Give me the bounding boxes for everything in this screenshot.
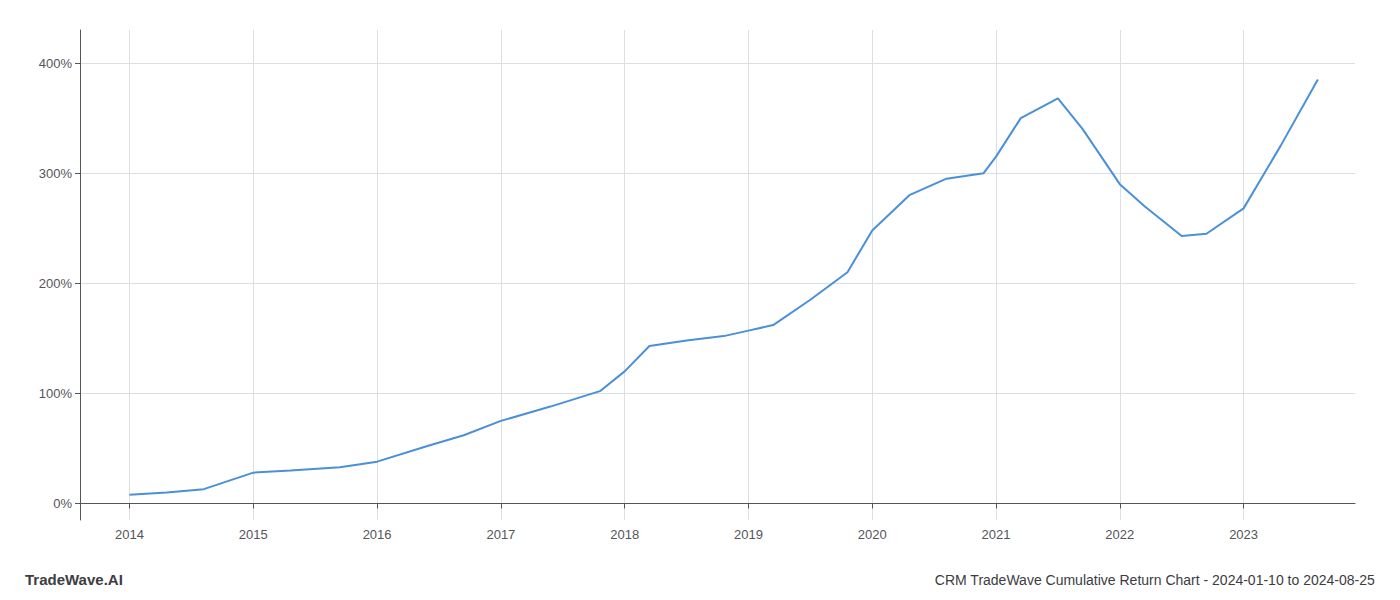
svg-text:2018: 2018 — [610, 527, 639, 542]
svg-text:400%: 400% — [39, 56, 73, 71]
svg-text:100%: 100% — [39, 386, 73, 401]
svg-text:2015: 2015 — [239, 527, 268, 542]
svg-text:TradeWave.AI: TradeWave.AI — [25, 571, 123, 588]
svg-text:2021: 2021 — [982, 527, 1011, 542]
svg-text:CRM TradeWave Cumulative Retur: CRM TradeWave Cumulative Return Chart - … — [935, 572, 1375, 588]
svg-text:300%: 300% — [39, 166, 73, 181]
svg-text:2020: 2020 — [858, 527, 887, 542]
svg-text:2022: 2022 — [1105, 527, 1134, 542]
svg-text:2016: 2016 — [363, 527, 392, 542]
svg-text:0%: 0% — [53, 496, 72, 511]
svg-text:2014: 2014 — [115, 527, 144, 542]
svg-text:2017: 2017 — [486, 527, 515, 542]
svg-text:2023: 2023 — [1229, 527, 1258, 542]
svg-text:200%: 200% — [39, 276, 73, 291]
svg-text:2019: 2019 — [734, 527, 763, 542]
